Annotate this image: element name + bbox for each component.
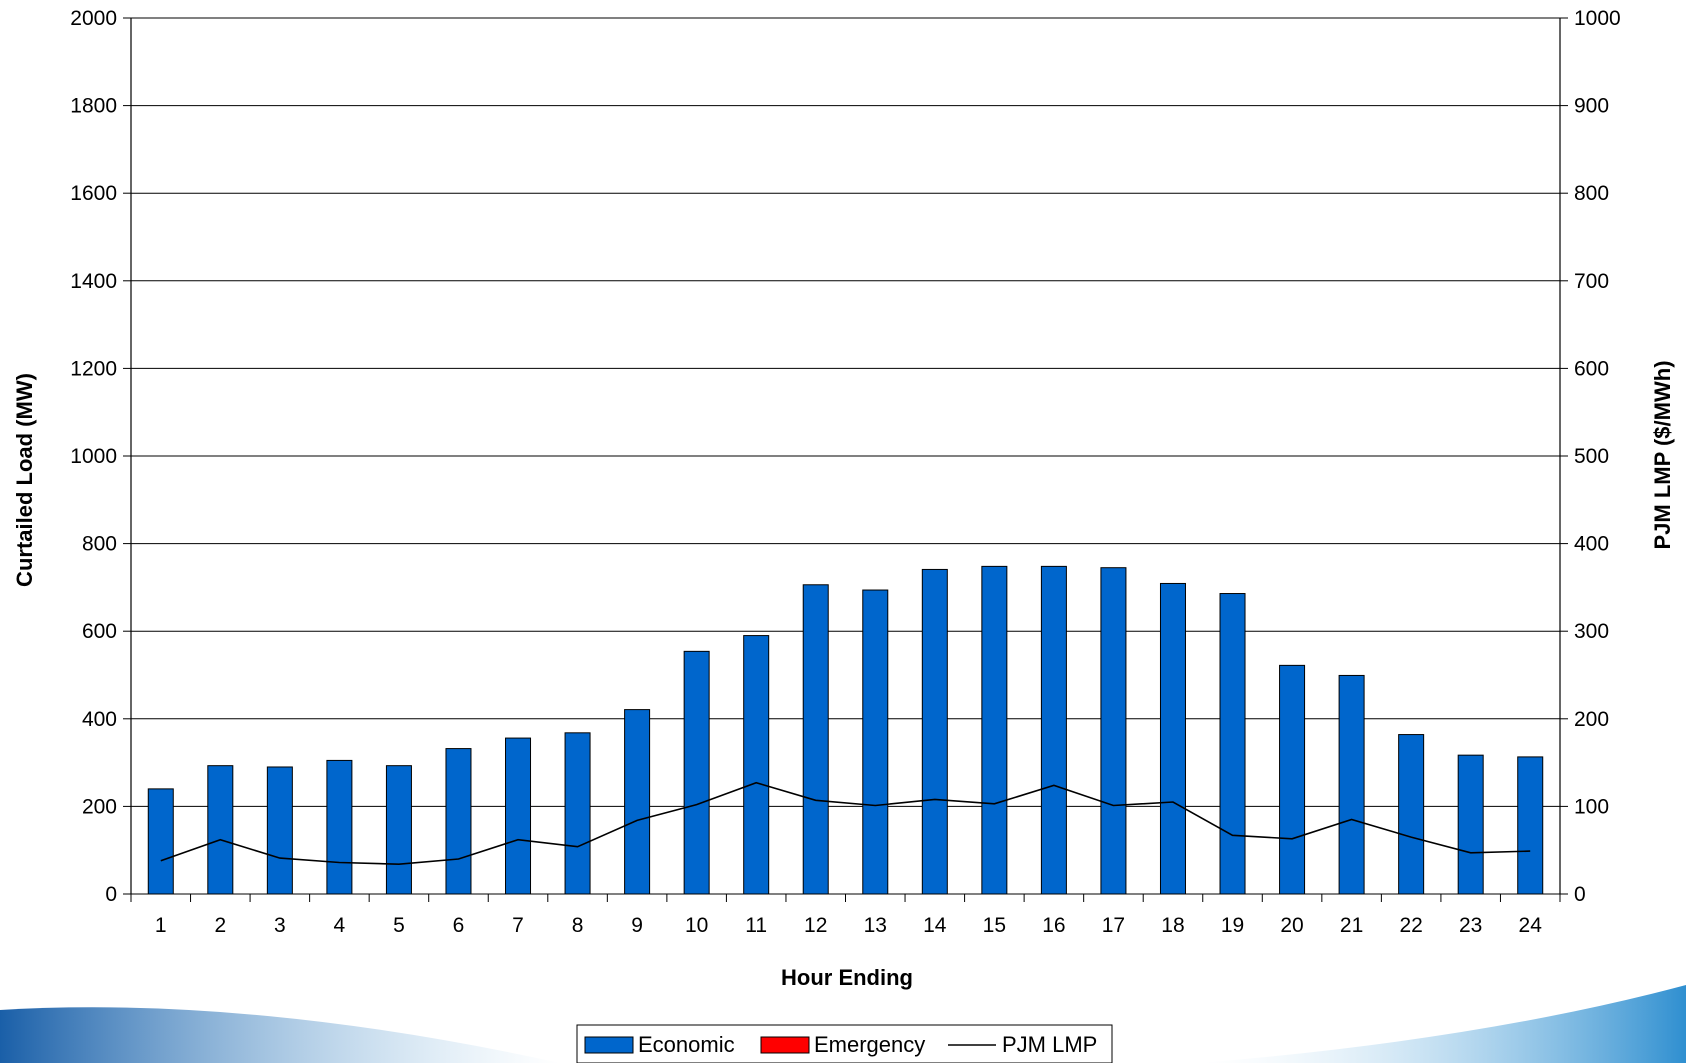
economic-bar bbox=[981, 565, 1008, 895]
economic-bar bbox=[1338, 674, 1365, 895]
economic-bar bbox=[802, 584, 829, 895]
x-tick-label: 7 bbox=[512, 914, 524, 937]
economic-bar bbox=[624, 709, 651, 895]
x-tick-label: 3 bbox=[274, 914, 286, 937]
x-tick-label: 2 bbox=[214, 914, 226, 937]
economic-bar bbox=[445, 748, 472, 895]
x-tick-label: 21 bbox=[1340, 914, 1363, 937]
x-tick-label: 24 bbox=[1519, 914, 1543, 937]
legend-label-economic: Economic bbox=[638, 1032, 735, 1057]
economic-bar bbox=[1457, 754, 1484, 895]
right-tick-label: 300 bbox=[1574, 620, 1609, 643]
legend-label-lmp: PJM LMP bbox=[1002, 1032, 1097, 1057]
legend-swatch-economic bbox=[584, 1036, 634, 1054]
right-tick-label: 1000 bbox=[1574, 7, 1621, 30]
x-tick-label: 14 bbox=[923, 914, 947, 937]
right-tick-label: 100 bbox=[1574, 795, 1609, 818]
economic-bar bbox=[505, 737, 532, 895]
left-tick-label: 1400 bbox=[70, 270, 117, 293]
economic-bar bbox=[147, 788, 174, 895]
left-axis: 0 200 400 600 800 1000 1200 1400 1600 1800 2000 bbox=[70, 7, 131, 906]
x-tick-label: 6 bbox=[453, 914, 465, 937]
right-tick-label: 600 bbox=[1574, 357, 1609, 380]
x-tick-label: 12 bbox=[804, 914, 827, 937]
x-tick-label: 8 bbox=[572, 914, 584, 937]
right-tick-label: 0 bbox=[1574, 883, 1586, 906]
economic-bar bbox=[564, 732, 591, 895]
x-tick-label: 10 bbox=[685, 914, 708, 937]
x-tick-label: 15 bbox=[983, 914, 1006, 937]
x-tick-label: 1 bbox=[155, 914, 167, 937]
economic-bars bbox=[147, 565, 1544, 895]
economic-bar bbox=[385, 765, 412, 895]
left-axis-title: Curtailed Load (MW) bbox=[12, 373, 37, 587]
right-axis: 0 100 200 300 400 500 600 700 800 900 1000 bbox=[1560, 7, 1621, 906]
x-tick-label: 22 bbox=[1399, 914, 1422, 937]
x-tick-label: 9 bbox=[631, 914, 643, 937]
right-tick-label: 800 bbox=[1574, 182, 1609, 205]
economic-bar bbox=[862, 589, 889, 895]
economic-bar bbox=[1517, 756, 1544, 895]
left-tick-label: 600 bbox=[82, 620, 117, 643]
x-tick-label: 4 bbox=[334, 914, 346, 937]
right-tick-label: 500 bbox=[1574, 445, 1609, 468]
x-axis-title: Hour Ending bbox=[781, 965, 913, 990]
x-axis: 1 2 3 4 5 6 7 8 9 10 11 12 13 14 15 16 17 18 19 20 21 22 23 24 bbox=[130, 894, 1561, 937]
economic-bar bbox=[743, 635, 770, 895]
left-tick-label: 2000 bbox=[70, 7, 117, 30]
legend-box bbox=[576, 1024, 1113, 1063]
x-tick-label: 13 bbox=[864, 914, 887, 937]
x-tick-label: 18 bbox=[1161, 914, 1184, 937]
left-tick-label: 400 bbox=[82, 708, 117, 731]
legend-swatch-emergency bbox=[760, 1036, 810, 1054]
x-tick-label: 20 bbox=[1280, 914, 1303, 937]
legend-label-emergency: Emergency bbox=[814, 1032, 925, 1057]
decorative-swoosh-left bbox=[0, 1007, 560, 1063]
legend: Economic Emergency PJM LMP bbox=[576, 1024, 1113, 1063]
economic-bar bbox=[207, 765, 234, 895]
left-tick-label: 1000 bbox=[70, 445, 117, 468]
left-tick-label: 800 bbox=[82, 533, 117, 556]
economic-bar bbox=[326, 759, 353, 895]
right-tick-label: 700 bbox=[1574, 270, 1609, 293]
right-axis-title: PJM LMP ($/MWh) bbox=[1650, 360, 1675, 549]
left-tick-label: 1200 bbox=[70, 357, 117, 380]
economic-bar bbox=[1100, 567, 1127, 895]
right-tick-label: 400 bbox=[1574, 533, 1609, 556]
pjm-lmp-line bbox=[160, 781, 1531, 866]
economic-bar bbox=[1159, 582, 1186, 895]
right-tick-label: 200 bbox=[1574, 708, 1609, 731]
economic-bar bbox=[1398, 734, 1425, 895]
left-tick-label: 1800 bbox=[70, 95, 117, 118]
left-tick-label: 1600 bbox=[70, 182, 117, 205]
x-tick-label: 16 bbox=[1042, 914, 1065, 937]
economic-bar bbox=[1279, 664, 1306, 895]
x-tick-label: 5 bbox=[393, 914, 405, 937]
economic-bar bbox=[1219, 593, 1246, 895]
right-tick-label: 900 bbox=[1574, 95, 1609, 118]
x-tick-label: 19 bbox=[1221, 914, 1244, 937]
left-tick-label: 0 bbox=[105, 883, 117, 906]
left-tick-label: 200 bbox=[82, 795, 117, 818]
decorative-swoosh-right bbox=[1200, 985, 1686, 1063]
economic-bar bbox=[266, 766, 293, 895]
economic-bar bbox=[683, 650, 710, 895]
x-tick-label: 11 bbox=[745, 914, 767, 937]
x-tick-label: 17 bbox=[1102, 914, 1125, 937]
economic-bar bbox=[1040, 565, 1067, 895]
x-tick-label: 23 bbox=[1459, 914, 1482, 937]
economic-bar bbox=[921, 568, 948, 895]
